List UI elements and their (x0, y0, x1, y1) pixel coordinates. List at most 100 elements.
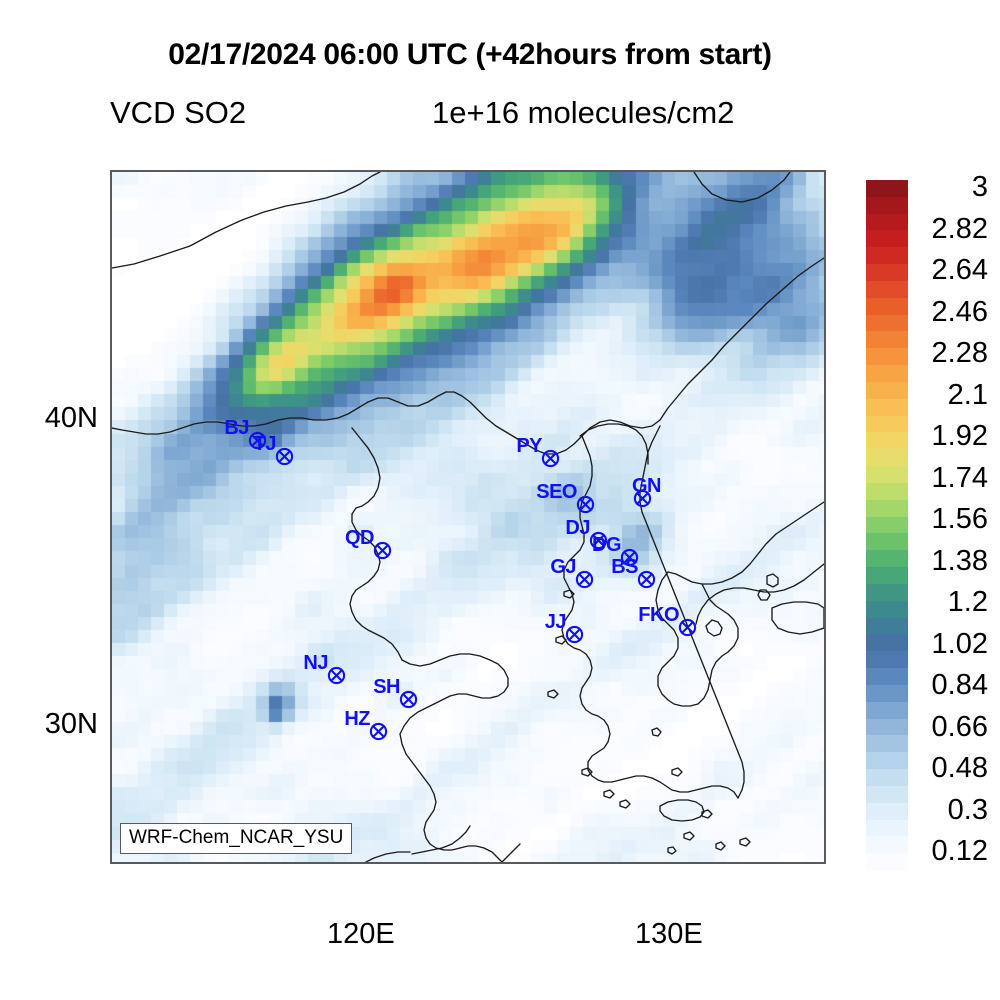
circle-x-icon (633, 489, 652, 512)
circle-x-icon (576, 495, 595, 518)
station-label: DG (592, 534, 622, 556)
colorbar-band (866, 365, 908, 383)
colorbar-band (866, 280, 908, 299)
colorbar-band (866, 668, 908, 686)
colorbar-band (866, 196, 908, 215)
circle-x-icon (620, 548, 639, 571)
colorbar-band (866, 180, 908, 198)
ytick-right (824, 604, 826, 606)
colorbar-band (866, 802, 908, 821)
circle-x-icon (575, 570, 594, 593)
colorbar-label: 0.66 (931, 710, 988, 743)
colorbar-band (866, 533, 908, 551)
subtitle-row: VCD SO2 1e+16 molecules/cm2 (110, 95, 870, 139)
ytick-right (824, 788, 826, 790)
xtick-top (553, 170, 555, 172)
ytick-40n (110, 421, 112, 423)
map-panel[interactable]: BJ TJ QD NJ SH HZ PY SEO GN DJ DG GJ BS JJ FKO WRF-Che… (110, 170, 826, 864)
xtick-130e (678, 862, 680, 864)
colorbar-label: 1.2 (947, 586, 988, 618)
ytick-right (824, 238, 826, 240)
colorbar-band (866, 836, 908, 854)
xtick-120e (370, 862, 372, 864)
ytick-minor (110, 478, 112, 480)
xtick-top (223, 170, 225, 172)
colorbar-band (866, 567, 908, 585)
circle-x-icon (327, 666, 346, 689)
variable-label: VCD SO2 (110, 95, 247, 130)
colorbar-label: 0.3 (947, 793, 988, 826)
coastline-layer (112, 172, 824, 862)
colorbar-label: 1.56 (931, 503, 988, 535)
circle-x-icon (589, 531, 608, 554)
xtick-minor (739, 862, 741, 864)
ytick-30n (110, 727, 112, 729)
circle-x-icon (373, 541, 392, 564)
ytick-right (824, 665, 826, 667)
colorbar-band (866, 752, 908, 770)
xtick-top (162, 170, 164, 172)
ytick-minor (110, 665, 112, 667)
colorbar-band (866, 297, 908, 316)
station-label: PY (516, 435, 542, 457)
colorbar-band (866, 213, 908, 232)
circle-x-icon (541, 449, 560, 472)
station-label: BJ (224, 417, 249, 439)
colorbar-label: 2.82 (931, 212, 988, 245)
colorbar[interactable] (866, 180, 908, 871)
xtick-top (345, 170, 347, 172)
colorbar-band (866, 499, 908, 518)
ytick-minor (110, 543, 112, 545)
colorbar-band (866, 381, 908, 400)
colorbar-label: 1.74 (931, 461, 988, 494)
xtick-minor (553, 862, 555, 864)
station-label: HZ (344, 708, 370, 730)
circle-x-icon (248, 431, 267, 454)
colorbar-band (866, 415, 908, 434)
colorbar-label: 2.46 (931, 295, 988, 328)
colorbar-band (866, 264, 908, 282)
colorbar-band (866, 785, 908, 804)
xtick-minor (284, 862, 286, 864)
colorbar-band (866, 853, 908, 871)
xtick-minor (345, 862, 347, 864)
axis-label-120e: 120E (327, 918, 395, 950)
circle-x-icon (565, 625, 584, 648)
circle-x-icon (399, 690, 418, 713)
ytick-right (824, 360, 826, 362)
ytick-right (824, 727, 826, 729)
colorbar-band (866, 735, 908, 753)
xtick-top (284, 170, 286, 172)
station-label: QD (345, 527, 375, 549)
colorbar-band (866, 331, 908, 349)
colorbar-band (866, 550, 908, 568)
ytick-minor (110, 788, 112, 790)
xtick-top (800, 170, 802, 172)
colorbar-band (866, 314, 908, 333)
ytick-right (824, 421, 826, 423)
xtick-minor (223, 862, 225, 864)
xtick-top (739, 170, 741, 172)
model-watermark: WRF-Chem_NCAR_YSU (120, 823, 353, 854)
so2-heatmap-layer (112, 172, 824, 862)
colorbar-label: 0.12 (931, 835, 988, 867)
xtick-minor (162, 862, 164, 864)
colorbar-band (866, 482, 908, 501)
xtick-minor (614, 862, 616, 864)
colorbar-band (866, 230, 908, 248)
colorbar-band (866, 398, 908, 417)
ytick-minor (110, 364, 112, 366)
circle-x-icon (637, 570, 656, 593)
ytick-minor (110, 535, 112, 537)
colorbar-label: 1.02 (931, 627, 988, 660)
colorbar-label: 0.84 (931, 669, 988, 701)
colorbar-band (866, 600, 908, 619)
colorbar-label: 2.64 (931, 254, 988, 286)
colorbar-label: 1.92 (931, 420, 988, 452)
ytick-minor (110, 604, 112, 606)
station-label: GJ (550, 556, 576, 578)
xtick-minor (492, 862, 494, 864)
colorbar-band (866, 247, 908, 265)
colorbar-band (866, 769, 908, 787)
